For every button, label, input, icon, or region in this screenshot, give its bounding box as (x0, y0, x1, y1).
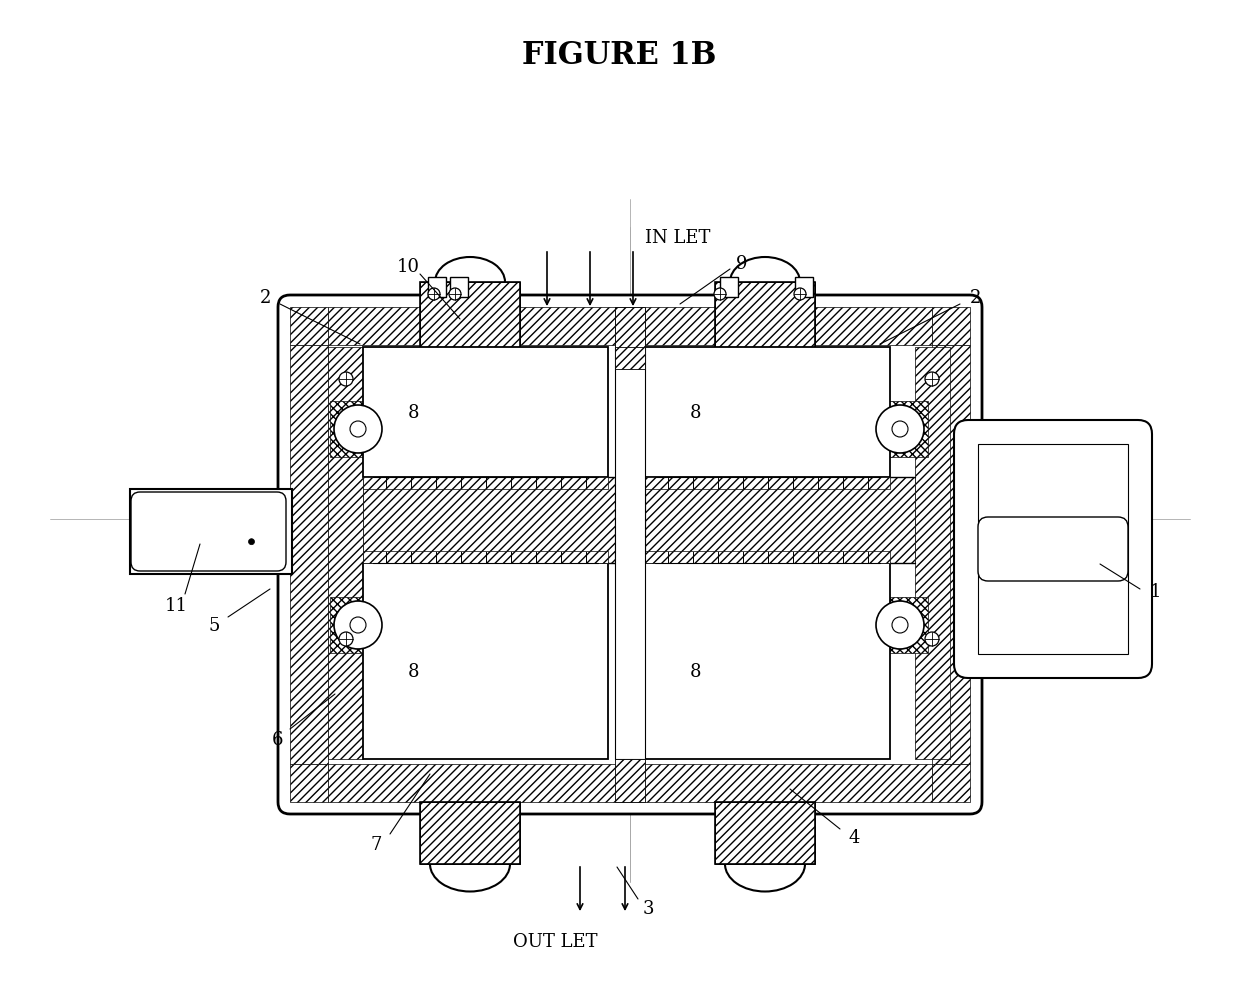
FancyBboxPatch shape (131, 492, 286, 572)
FancyBboxPatch shape (278, 296, 983, 814)
Bar (615, 759, 646, 803)
Circle shape (876, 405, 924, 454)
Bar (715, 803, 815, 864)
Bar (715, 283, 815, 370)
Bar (290, 346, 328, 764)
Bar (872, 598, 928, 654)
Bar (130, 489, 292, 575)
Text: 8: 8 (689, 403, 701, 422)
Bar (615, 348, 646, 759)
Circle shape (876, 601, 924, 650)
Text: 5: 5 (208, 616, 219, 634)
Text: 1: 1 (1150, 583, 1161, 600)
Bar (720, 278, 738, 298)
Bar (932, 764, 970, 803)
Bar (914, 348, 950, 759)
Text: 2: 2 (259, 289, 270, 307)
Bar (328, 348, 363, 759)
Circle shape (892, 422, 908, 438)
Bar (420, 803, 520, 864)
Bar (932, 308, 970, 346)
Bar (615, 477, 646, 563)
Circle shape (892, 617, 908, 633)
Text: 10: 10 (396, 257, 420, 276)
Bar (420, 803, 520, 864)
Circle shape (249, 539, 254, 545)
Bar (290, 308, 970, 803)
Bar (363, 348, 608, 477)
Bar (646, 477, 890, 489)
Bar (978, 445, 1127, 655)
Bar (290, 764, 328, 803)
Bar (646, 563, 890, 759)
Bar (328, 308, 932, 346)
FancyBboxPatch shape (954, 421, 1152, 678)
Bar (420, 283, 520, 370)
Circle shape (714, 289, 726, 301)
Circle shape (335, 601, 382, 650)
Bar (363, 477, 608, 489)
Bar (363, 477, 914, 563)
Text: 11: 11 (165, 597, 187, 614)
Text: 8: 8 (689, 663, 701, 680)
Circle shape (926, 373, 939, 387)
Text: 3: 3 (642, 899, 654, 917)
Circle shape (794, 289, 807, 301)
Circle shape (349, 617, 366, 633)
Text: OUT LET: OUT LET (513, 932, 597, 951)
FancyBboxPatch shape (978, 518, 1127, 582)
Text: 8: 8 (408, 663, 419, 680)
Text: IN LET: IN LET (646, 229, 710, 246)
Circle shape (339, 373, 353, 387)
Bar (646, 551, 890, 563)
Bar (932, 346, 970, 764)
Bar (715, 283, 815, 370)
Bar (330, 598, 387, 654)
Bar (330, 401, 387, 458)
Bar (420, 283, 520, 370)
Bar (290, 308, 328, 346)
Text: 9: 9 (736, 254, 748, 273)
Text: 4: 4 (849, 828, 860, 846)
Text: 7: 7 (370, 835, 382, 853)
Bar (615, 308, 646, 370)
Bar (646, 348, 890, 477)
Text: FIGURE 1B: FIGURE 1B (522, 39, 716, 70)
Circle shape (339, 632, 353, 647)
Bar (427, 278, 446, 298)
Circle shape (335, 405, 382, 454)
Bar (795, 278, 813, 298)
Text: 2: 2 (969, 289, 981, 307)
Bar (715, 803, 815, 864)
Circle shape (449, 289, 461, 301)
Circle shape (349, 422, 366, 438)
Bar (328, 764, 932, 803)
Text: 6: 6 (271, 731, 282, 748)
Text: 8: 8 (408, 403, 419, 422)
Bar (872, 401, 928, 458)
Bar (615, 308, 646, 348)
Bar (363, 563, 608, 759)
Bar (450, 278, 468, 298)
Circle shape (926, 632, 939, 647)
Bar (363, 551, 608, 563)
Circle shape (427, 289, 440, 301)
